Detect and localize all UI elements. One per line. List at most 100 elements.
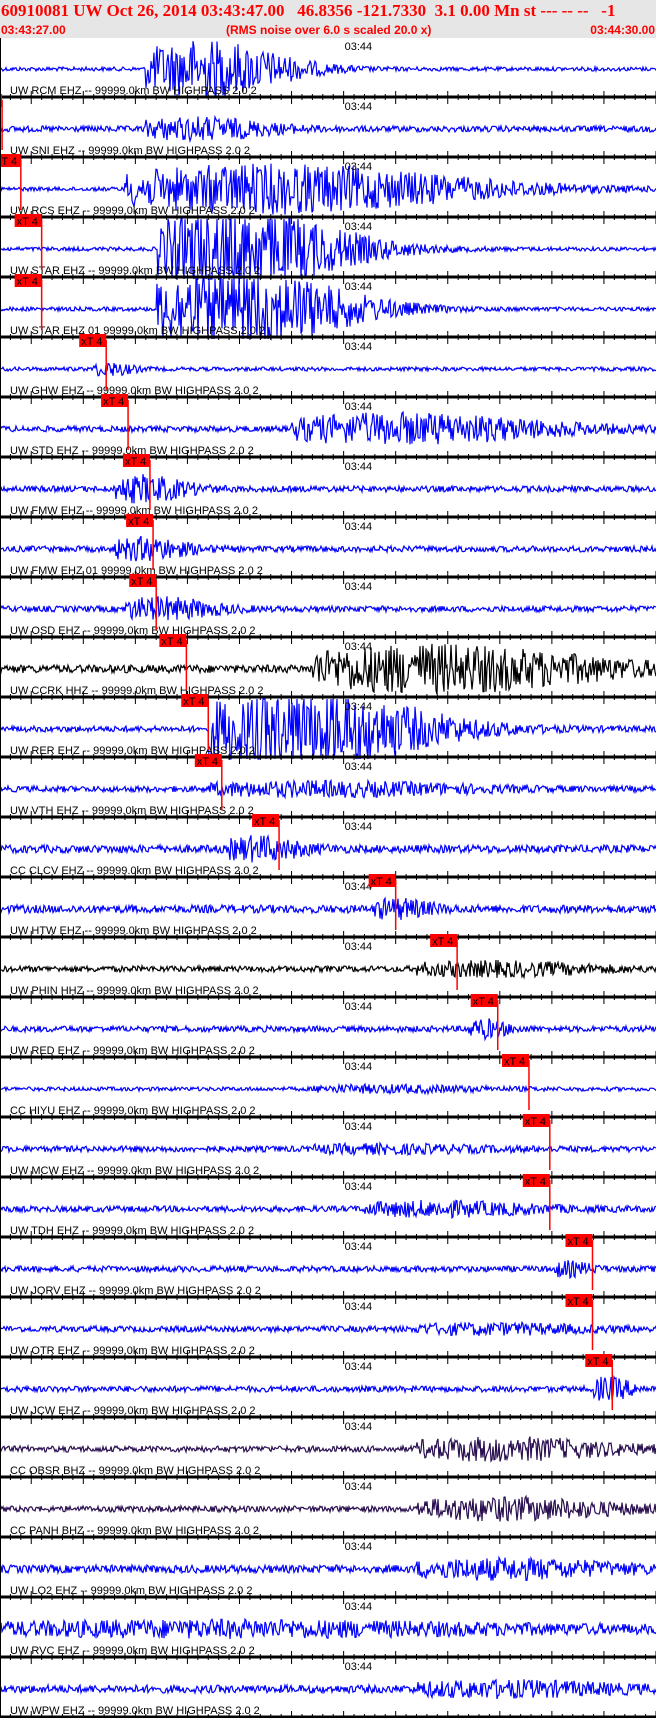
axis-ticks <box>0 1171 656 1184</box>
waveform-trace <box>0 1141 656 1157</box>
time-tick-label: 03:44 <box>345 1241 373 1253</box>
waveform-trace <box>0 474 656 504</box>
axis-ticks <box>0 1591 656 1604</box>
pick-label: xT 4 <box>567 1296 588 1308</box>
pick-marker <box>181 694 209 707</box>
station-label: CC HIYU EHZ -- 99999.0km BW HIGHPASS 2.0… <box>10 1105 256 1117</box>
waveform-trace <box>0 1678 656 1700</box>
time-tick-label: 03:44 <box>345 341 373 353</box>
axis-ticks <box>0 1651 656 1664</box>
pick-marker <box>14 214 42 227</box>
axis-ticks <box>0 991 656 1004</box>
pick-label: xT 4 <box>525 1176 546 1188</box>
axis-ticks <box>0 151 656 164</box>
station-label: UW JCW EHZ -- 99999.0km BW HIGHPASS 2.0 … <box>10 1405 256 1417</box>
pick-label: xT 4 <box>131 576 152 588</box>
time-tick-label: 03:44 <box>345 1061 373 1073</box>
pick-label: xT 4 <box>371 876 392 888</box>
time-tick-label: 03:44 <box>345 221 373 233</box>
pick-label: xT 4 <box>161 636 182 648</box>
pick-label: xT 4 <box>473 996 494 1008</box>
time-tick-label: 03:44 <box>345 521 373 533</box>
time-tick-label: 03:44 <box>345 701 373 713</box>
pick-label: xT 4 <box>197 756 218 768</box>
time-tick-label: 03:44 <box>345 881 373 893</box>
station-label: UW OSD EHZ -- 99999.0km BW HIGHPASS 2.0 … <box>10 625 256 637</box>
station-label: UW SNI EHZ -- 99999.0km BW HIGHPASS 2.0 … <box>10 145 250 157</box>
station-label: UW PHIN HHZ -- 99999.0km BW HIGHPASS 2.0… <box>10 985 259 997</box>
pick-label: xT 4 <box>81 336 102 348</box>
waveform-trace <box>0 535 656 562</box>
time-tick-label: 03:44 <box>345 281 373 293</box>
time-tick-label: 03:44 <box>345 161 373 173</box>
waveform-trace <box>0 596 656 622</box>
waveform-trace <box>0 1018 656 1042</box>
time-tick-label: 03:44 <box>345 1481 373 1493</box>
waveform-trace <box>0 410 656 445</box>
pick-label: xT 4 <box>587 1356 608 1368</box>
pick-marker <box>126 514 154 527</box>
pick-label: xT 4 <box>125 456 146 468</box>
seismogram-plot: 03:44 UW RCM EHZ -- 99999.0km BW HIGHPASS… <box>0 38 656 1718</box>
pick-marker <box>430 934 458 947</box>
station-label: UW RCM EHZ -- 99999.0km BW HIGHPASS 2.0 … <box>10 85 257 97</box>
pick-label: xT 4 <box>0 156 17 168</box>
pick-marker <box>585 1354 613 1367</box>
axis-ticks <box>0 91 656 104</box>
time-tick-label: 03:44 <box>345 821 373 833</box>
time-tick-label: 03:44 <box>345 1361 373 1373</box>
time-tick-label: 03:44 <box>345 1301 373 1313</box>
pick-label: xT 4 <box>183 696 204 708</box>
time-tick-label: 03:44 <box>345 1121 373 1133</box>
waveform-trace <box>0 114 656 144</box>
waveform-trace <box>0 959 656 980</box>
waveform-trace <box>0 778 656 800</box>
station-label: UW HTW EHZ -- 99999.0km BW HIGHPASS 2.0 … <box>10 925 257 937</box>
axis-ticks <box>0 211 656 224</box>
time-tick-label: 03:44 <box>345 1661 373 1673</box>
pick-marker <box>501 1054 529 1067</box>
pick-marker <box>368 874 396 887</box>
axis-ticks <box>0 271 656 284</box>
axis-ticks <box>0 811 656 824</box>
station-label: UW RVC EHZ -- 99999.0km BW HIGHPASS 2.0 … <box>10 1645 255 1657</box>
station-label: UW MCW EHZ -- 99999.0km BW HIGHPASS 2.0 … <box>10 1165 259 1177</box>
waveform-trace <box>0 1320 656 1337</box>
waveform-trace <box>0 896 656 920</box>
pick-label: xT 4 <box>525 1116 546 1128</box>
station-label: UW VTH EHZ -- 99999.0km BW HIGHPASS 2.0 … <box>10 805 254 817</box>
pick-marker <box>129 574 157 587</box>
waveform-trace <box>0 1494 656 1522</box>
station-label: UW OTR EHZ -- 99999.0km BW HIGHPASS 2.0 … <box>10 1345 255 1357</box>
time-tick-label: 03:44 <box>345 41 373 53</box>
waveform-trace <box>0 1555 656 1582</box>
station-label: UW FMW EHZ -- 99999.0km BW HIGHPASS 2.0 … <box>10 505 258 517</box>
start-time: 03:43:27.00 <box>1 23 66 37</box>
axis-ticks <box>0 1531 656 1544</box>
station-label: UW RER EHZ -- 99999.0km BW HIGHPASS 2.0 … <box>10 745 255 757</box>
pick-marker <box>565 1234 593 1247</box>
time-tick-label: 03:44 <box>345 461 373 473</box>
pick-marker <box>122 454 150 467</box>
pick-marker <box>14 274 42 287</box>
station-label: UW RCS EHZ -- 99999.0km BW HIGHPASS 2.0 … <box>10 205 255 217</box>
waveform-trace <box>0 1082 656 1096</box>
time-tick-label: 03:44 <box>345 1541 373 1553</box>
noise-note: (RMS noise over 6.0 s scaled 20.0 x) <box>226 23 432 37</box>
waveform-trace <box>0 1617 656 1640</box>
pick-marker <box>470 994 498 1007</box>
time-tick-label: 03:44 <box>345 1181 373 1193</box>
waveform-trace <box>0 1199 656 1220</box>
axis-ticks <box>0 1111 656 1124</box>
pick-label: xT 4 <box>254 816 275 828</box>
header: 60910081 UW Oct 26, 2014 03:43:47.00 46.… <box>0 0 656 38</box>
time-tick-label: 03:44 <box>345 761 373 773</box>
end-time: 03:44:30.00 <box>590 23 655 37</box>
waveform-trace <box>0 1436 656 1463</box>
waveform-trace <box>0 643 656 695</box>
station-label: UW TDH EHZ -- 99999.0km BW HIGHPASS 2.0 … <box>10 1225 254 1237</box>
pick-marker <box>79 334 107 347</box>
pick-label: xT 4 <box>504 1056 525 1068</box>
waveform-trace <box>0 41 656 98</box>
waveform-trace <box>0 217 656 280</box>
